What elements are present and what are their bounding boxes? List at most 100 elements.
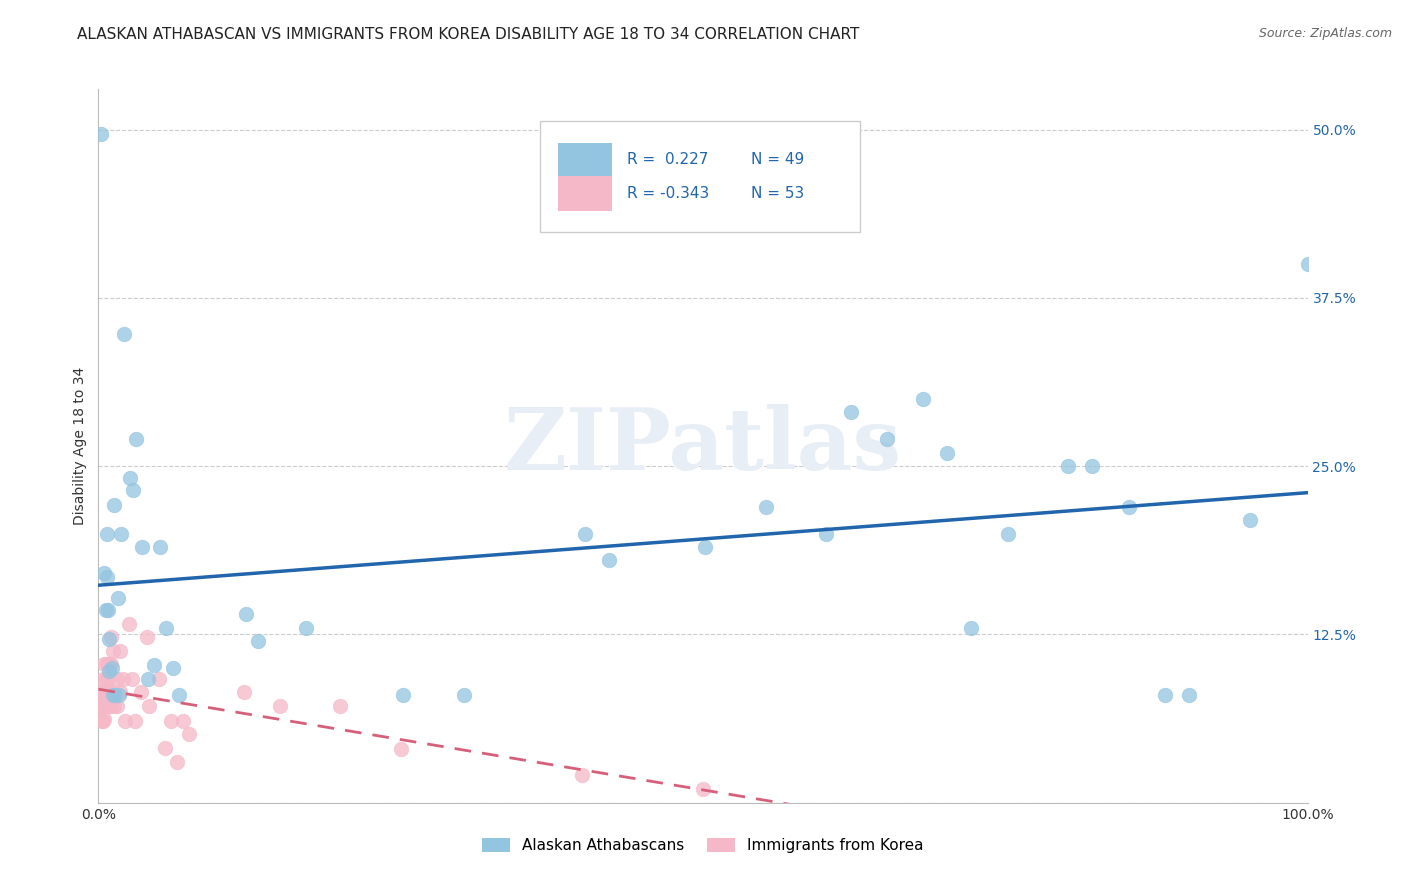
Bar <box>558 177 613 211</box>
Immigrants from Korea <box>100 698 122 713</box>
Immigrants from Korea <box>692 782 714 797</box>
Alaskan Athabascans <box>1081 459 1104 474</box>
Immigrants from Korea <box>91 698 114 713</box>
Alaskan Athabascans <box>93 566 115 580</box>
Alaskan Athabascans <box>143 658 166 673</box>
Immigrants from Korea <box>329 698 352 713</box>
Immigrants from Korea <box>108 643 131 657</box>
Alaskan Athabascans <box>101 688 124 702</box>
Immigrants from Korea <box>571 767 593 781</box>
Immigrants from Korea <box>160 714 183 728</box>
Alaskan Athabascans <box>118 471 141 485</box>
Immigrants from Korea <box>124 714 146 728</box>
Alaskan Athabascans <box>98 632 121 646</box>
Immigrants from Korea <box>91 685 114 699</box>
Immigrants from Korea <box>105 698 128 713</box>
Alaskan Athabascans <box>162 661 184 675</box>
Immigrants from Korea <box>93 685 115 699</box>
Alaskan Athabascans <box>122 483 145 498</box>
Alaskan Athabascans <box>912 392 935 406</box>
Immigrants from Korea <box>100 630 122 644</box>
Y-axis label: Disability Age 18 to 34: Disability Age 18 to 34 <box>73 367 87 525</box>
Immigrants from Korea <box>94 685 117 699</box>
Alaskan Athabascans <box>112 327 135 342</box>
Alaskan Athabascans <box>97 603 120 617</box>
Alaskan Athabascans <box>90 127 112 141</box>
Immigrants from Korea <box>91 672 114 686</box>
Text: Source: ZipAtlas.com: Source: ZipAtlas.com <box>1258 27 1392 40</box>
Alaskan Athabascans <box>235 607 257 622</box>
Text: N = 53: N = 53 <box>751 186 804 201</box>
Alaskan Athabascans <box>1296 257 1319 271</box>
Alaskan Athabascans <box>997 526 1019 541</box>
Immigrants from Korea <box>108 685 131 699</box>
Immigrants from Korea <box>101 643 124 657</box>
Text: R = -0.343: R = -0.343 <box>627 186 709 201</box>
Alaskan Athabascans <box>876 432 898 446</box>
Immigrants from Korea <box>96 698 118 713</box>
Alaskan Athabascans <box>247 634 270 648</box>
Alaskan Athabascans <box>98 664 121 678</box>
Immigrants from Korea <box>179 727 201 741</box>
Alaskan Athabascans <box>815 526 838 541</box>
Immigrants from Korea <box>91 698 114 713</box>
Alaskan Athabascans <box>960 621 983 635</box>
Immigrants from Korea <box>98 685 121 699</box>
Immigrants from Korea <box>138 698 160 713</box>
Alaskan Athabascans <box>453 688 475 702</box>
Immigrants from Korea <box>172 714 194 728</box>
Alaskan Athabascans <box>839 405 862 419</box>
Alaskan Athabascans <box>110 526 132 541</box>
Alaskan Athabascans <box>94 603 117 617</box>
Text: ALASKAN ATHABASCAN VS IMMIGRANTS FROM KOREA DISABILITY AGE 18 TO 34 CORRELATION : ALASKAN ATHABASCAN VS IMMIGRANTS FROM KO… <box>77 27 859 42</box>
Alaskan Athabascans <box>108 688 131 702</box>
Bar <box>540 121 860 232</box>
Alaskan Athabascans <box>598 553 620 567</box>
Immigrants from Korea <box>118 616 141 631</box>
Alaskan Athabascans <box>100 661 122 675</box>
Immigrants from Korea <box>97 672 120 686</box>
Immigrants from Korea <box>232 685 254 699</box>
Alaskan Athabascans <box>149 540 172 554</box>
Immigrants from Korea <box>105 672 128 686</box>
Immigrants from Korea <box>93 657 115 672</box>
Immigrants from Korea <box>89 698 111 712</box>
Alaskan Athabascans <box>392 688 415 702</box>
Immigrants from Korea <box>389 742 412 756</box>
Immigrants from Korea <box>96 685 118 699</box>
Immigrants from Korea <box>98 657 121 672</box>
Immigrants from Korea <box>91 714 114 728</box>
Alaskan Athabascans <box>574 526 596 541</box>
Alaskan Athabascans <box>1178 688 1201 702</box>
Alaskan Athabascans <box>131 540 153 554</box>
Alaskan Athabascans <box>936 446 959 460</box>
Alaskan Athabascans <box>103 498 125 512</box>
Immigrants from Korea <box>269 698 291 713</box>
Immigrants from Korea <box>100 657 122 672</box>
Immigrants from Korea <box>114 714 136 728</box>
Immigrants from Korea <box>153 740 176 755</box>
Immigrants from Korea <box>93 712 115 726</box>
Bar <box>558 143 613 177</box>
Text: ZIPatlas: ZIPatlas <box>503 404 903 488</box>
Immigrants from Korea <box>90 700 112 714</box>
Legend: Alaskan Athabascans, Immigrants from Korea: Alaskan Athabascans, Immigrants from Kor… <box>477 832 929 859</box>
Immigrants from Korea <box>101 685 124 699</box>
Alaskan Athabascans <box>107 591 129 606</box>
Immigrants from Korea <box>94 672 117 686</box>
Text: N = 49: N = 49 <box>751 153 804 168</box>
Immigrants from Korea <box>97 698 120 713</box>
Alaskan Athabascans <box>1154 688 1177 702</box>
Immigrants from Korea <box>103 698 125 713</box>
Immigrants from Korea <box>148 672 170 686</box>
Alaskan Athabascans <box>295 621 318 635</box>
Alaskan Athabascans <box>1239 513 1261 527</box>
Alaskan Athabascans <box>695 540 717 554</box>
Alaskan Athabascans <box>755 500 778 514</box>
Alaskan Athabascans <box>1057 459 1080 474</box>
Immigrants from Korea <box>90 698 112 713</box>
Immigrants from Korea <box>135 630 157 644</box>
Immigrants from Korea <box>121 672 143 686</box>
Alaskan Athabascans <box>125 432 148 446</box>
Alaskan Athabascans <box>104 688 127 702</box>
